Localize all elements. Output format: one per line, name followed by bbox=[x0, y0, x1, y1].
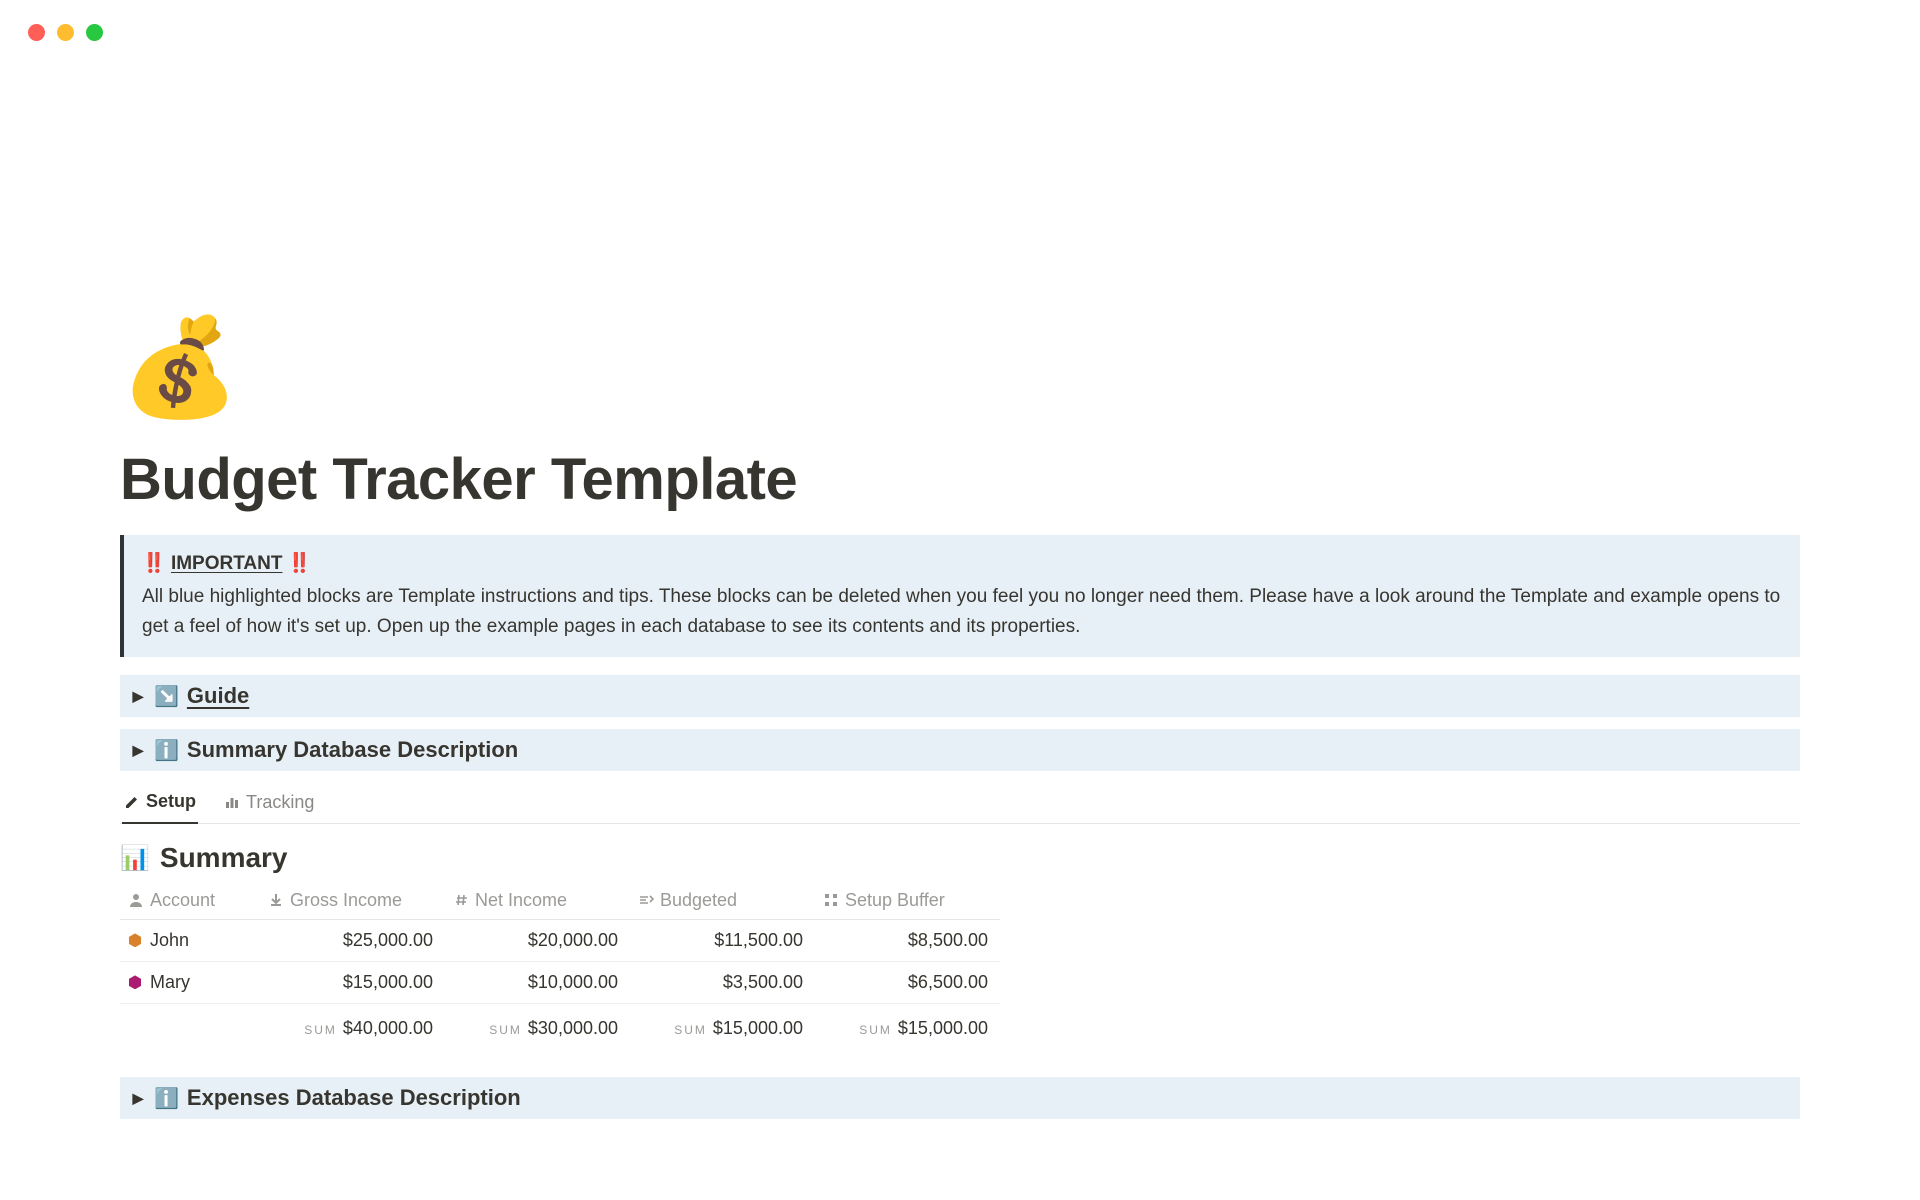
page-content: 💰 Budget Tracker Template ‼️ IMPORTANT ‼… bbox=[120, 320, 1800, 1131]
summary-table: Account Gross Income Net Income bbox=[120, 882, 1000, 1049]
minimize-window-button[interactable] bbox=[57, 24, 74, 41]
col-label: Budgeted bbox=[660, 890, 737, 910]
cell-buffer: $6,500.00 bbox=[815, 962, 1000, 1004]
database-title-text: Summary bbox=[160, 842, 288, 874]
tab-label: Setup bbox=[146, 791, 196, 812]
chart-icon: 📊 bbox=[120, 844, 150, 873]
caret-right-icon: ▶ bbox=[130, 688, 146, 705]
caret-right-icon: ▶ bbox=[130, 1090, 146, 1107]
cell-gross: $25,000.00 bbox=[260, 920, 445, 962]
hex-icon bbox=[128, 933, 142, 947]
toggle-label: Guide bbox=[187, 683, 249, 709]
zoom-window-button[interactable] bbox=[86, 24, 103, 41]
col-label: Setup Buffer bbox=[845, 890, 945, 910]
tab-setup[interactable]: Setup bbox=[122, 783, 198, 824]
cell-account: Mary bbox=[150, 972, 190, 992]
col-budgeted[interactable]: Budgeted bbox=[630, 882, 815, 920]
cell-net: $20,000.00 bbox=[445, 920, 630, 962]
formula-icon bbox=[638, 892, 654, 908]
callout-heading: ‼️ IMPORTANT ‼️ bbox=[142, 549, 1782, 578]
page-icon[interactable]: 💰 bbox=[120, 320, 1800, 416]
database-title[interactable]: 📊 Summary bbox=[120, 842, 1800, 874]
caret-right-icon: ▶ bbox=[130, 742, 146, 759]
sum-gross: $40,000.00 bbox=[343, 1018, 433, 1038]
download-icon bbox=[268, 892, 284, 908]
col-setup-buffer[interactable]: Setup Buffer bbox=[815, 882, 1000, 920]
close-window-button[interactable] bbox=[28, 24, 45, 41]
database-view-tabs: Setup Tracking bbox=[120, 783, 1800, 824]
sum-label: SUM bbox=[304, 1023, 337, 1037]
toggle-expenses-description[interactable]: ▶ ℹ️ Expenses Database Description bbox=[120, 1077, 1800, 1119]
sum-buffer: $15,000.00 bbox=[898, 1018, 988, 1038]
info-icon: ℹ️ bbox=[154, 1086, 179, 1111]
page-title[interactable]: Budget Tracker Template bbox=[120, 446, 1800, 513]
toggle-label: Summary Database Description bbox=[187, 737, 518, 763]
col-net-income[interactable]: Net Income bbox=[445, 882, 630, 920]
person-icon bbox=[128, 892, 144, 908]
toggle-summary-description[interactable]: ▶ ℹ️ Summary Database Description bbox=[120, 729, 1800, 771]
sum-label: SUM bbox=[674, 1023, 707, 1037]
pencil-icon bbox=[124, 794, 140, 810]
important-callout[interactable]: ‼️ IMPORTANT ‼️ All blue highlighted blo… bbox=[120, 535, 1800, 657]
toggle-guide[interactable]: ▶ ↘️ Guide bbox=[120, 675, 1800, 717]
hex-icon bbox=[128, 975, 142, 989]
info-icon: ℹ️ bbox=[154, 738, 179, 763]
cell-net: $10,000.00 bbox=[445, 962, 630, 1004]
cell-budgeted: $11,500.00 bbox=[630, 920, 815, 962]
cell-buffer: $8,500.00 bbox=[815, 920, 1000, 962]
hash-icon bbox=[453, 892, 469, 908]
important-label: IMPORTANT bbox=[171, 553, 283, 574]
callout-body: All blue highlighted blocks are Template… bbox=[142, 582, 1782, 641]
grid-icon bbox=[823, 892, 839, 908]
table-header-row: Account Gross Income Net Income bbox=[120, 882, 1000, 920]
col-account[interactable]: Account bbox=[120, 882, 260, 920]
toggle-label: Expenses Database Description bbox=[187, 1085, 521, 1111]
bar-chart-icon bbox=[224, 794, 240, 810]
sum-net: $30,000.00 bbox=[528, 1018, 618, 1038]
cell-budgeted: $3,500.00 bbox=[630, 962, 815, 1004]
exclaim-icon: ‼️ bbox=[142, 553, 166, 574]
table-sum-row: SUM $40,000.00 SUM $30,000.00 SUM $15,000.0… bbox=[120, 1004, 1000, 1050]
arrow-icon: ↘️ bbox=[154, 684, 179, 709]
table-row[interactable]: John $25,000.00 $20,000.00 $11,500.00 $8… bbox=[120, 920, 1000, 962]
cell-account: John bbox=[150, 930, 189, 950]
exclaim-icon: ‼️ bbox=[288, 553, 312, 574]
table-row[interactable]: Mary $15,000.00 $10,000.00 $3,500.00 $6,… bbox=[120, 962, 1000, 1004]
app-window: 💰 Budget Tracker Template ‼️ IMPORTANT ‼… bbox=[0, 0, 1920, 1200]
window-controls bbox=[28, 24, 103, 41]
sum-label: SUM bbox=[489, 1023, 522, 1037]
cell-gross: $15,000.00 bbox=[260, 962, 445, 1004]
tab-label: Tracking bbox=[246, 792, 314, 813]
tab-tracking[interactable]: Tracking bbox=[222, 783, 316, 823]
col-label: Account bbox=[150, 890, 215, 910]
sum-budgeted: $15,000.00 bbox=[713, 1018, 803, 1038]
col-label: Gross Income bbox=[290, 890, 402, 910]
col-gross-income[interactable]: Gross Income bbox=[260, 882, 445, 920]
sum-label: SUM bbox=[859, 1023, 892, 1037]
col-label: Net Income bbox=[475, 890, 567, 910]
